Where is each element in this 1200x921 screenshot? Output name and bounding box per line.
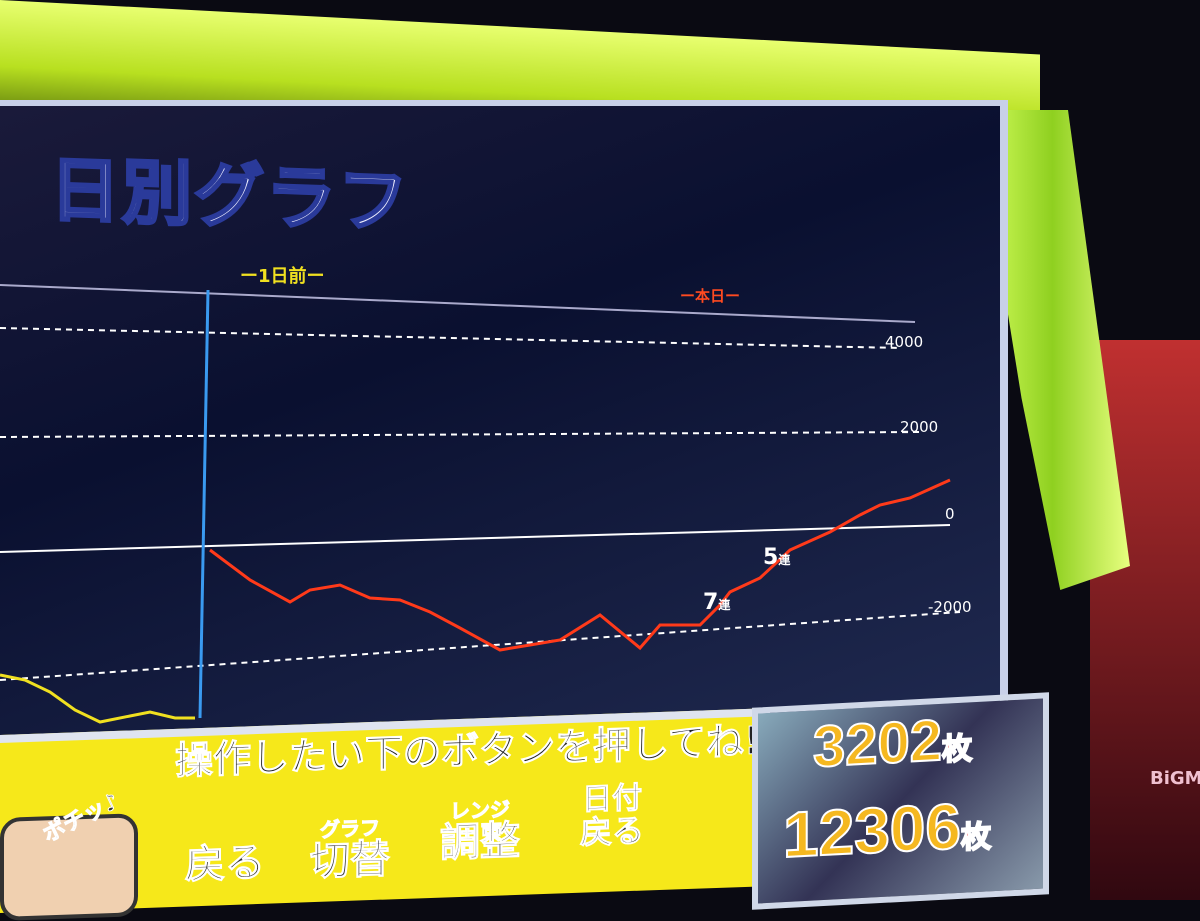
today-label: ー本日ー <box>680 287 741 305</box>
gridline--2000 <box>0 611 961 681</box>
range-adjust-button[interactable]: レンジ 調整 <box>440 797 521 867</box>
medal-counter: 3202枚 12306枚 <box>752 692 1049 910</box>
prev-day-line <box>0 673 195 724</box>
gridline-0 <box>0 524 951 553</box>
y-tick: 4000 <box>885 333 924 351</box>
instruction-panel: ポチッ♪ 操作したい下のボタンを押してね! 戻る グラフ 切替 レンジ 調整 日付戻… <box>0 708 770 921</box>
daily-graph <box>0 284 961 724</box>
total-medals: 12306枚 <box>782 789 992 872</box>
brand-logo: BiGM <box>1150 768 1200 789</box>
screen <box>0 100 1008 736</box>
page-title: 日別グラフ <box>49 147 412 245</box>
back-button[interactable]: 戻る <box>185 839 266 889</box>
y-tick: -2000 <box>928 598 972 616</box>
date-back-button[interactable]: 日付 戻る <box>580 780 645 852</box>
y-tick: 2000 <box>900 418 939 436</box>
y-tick: 0 <box>945 505 955 523</box>
streak-label: 7連 <box>703 590 731 615</box>
today-medals: 3202枚 <box>812 707 973 781</box>
day-divider <box>198 289 210 719</box>
today-line <box>209 478 951 652</box>
graph-switch-button[interactable]: グラフ 切替 <box>310 815 391 886</box>
prev-day-label: ー1日前ー <box>240 266 325 287</box>
gridline-2000 <box>0 431 921 438</box>
streak-label: 5連 <box>763 545 791 570</box>
gridline-4000 <box>0 327 901 349</box>
instruction-text: 操作したい下のボタンを押してね! <box>175 718 762 783</box>
header-line <box>0 284 916 323</box>
